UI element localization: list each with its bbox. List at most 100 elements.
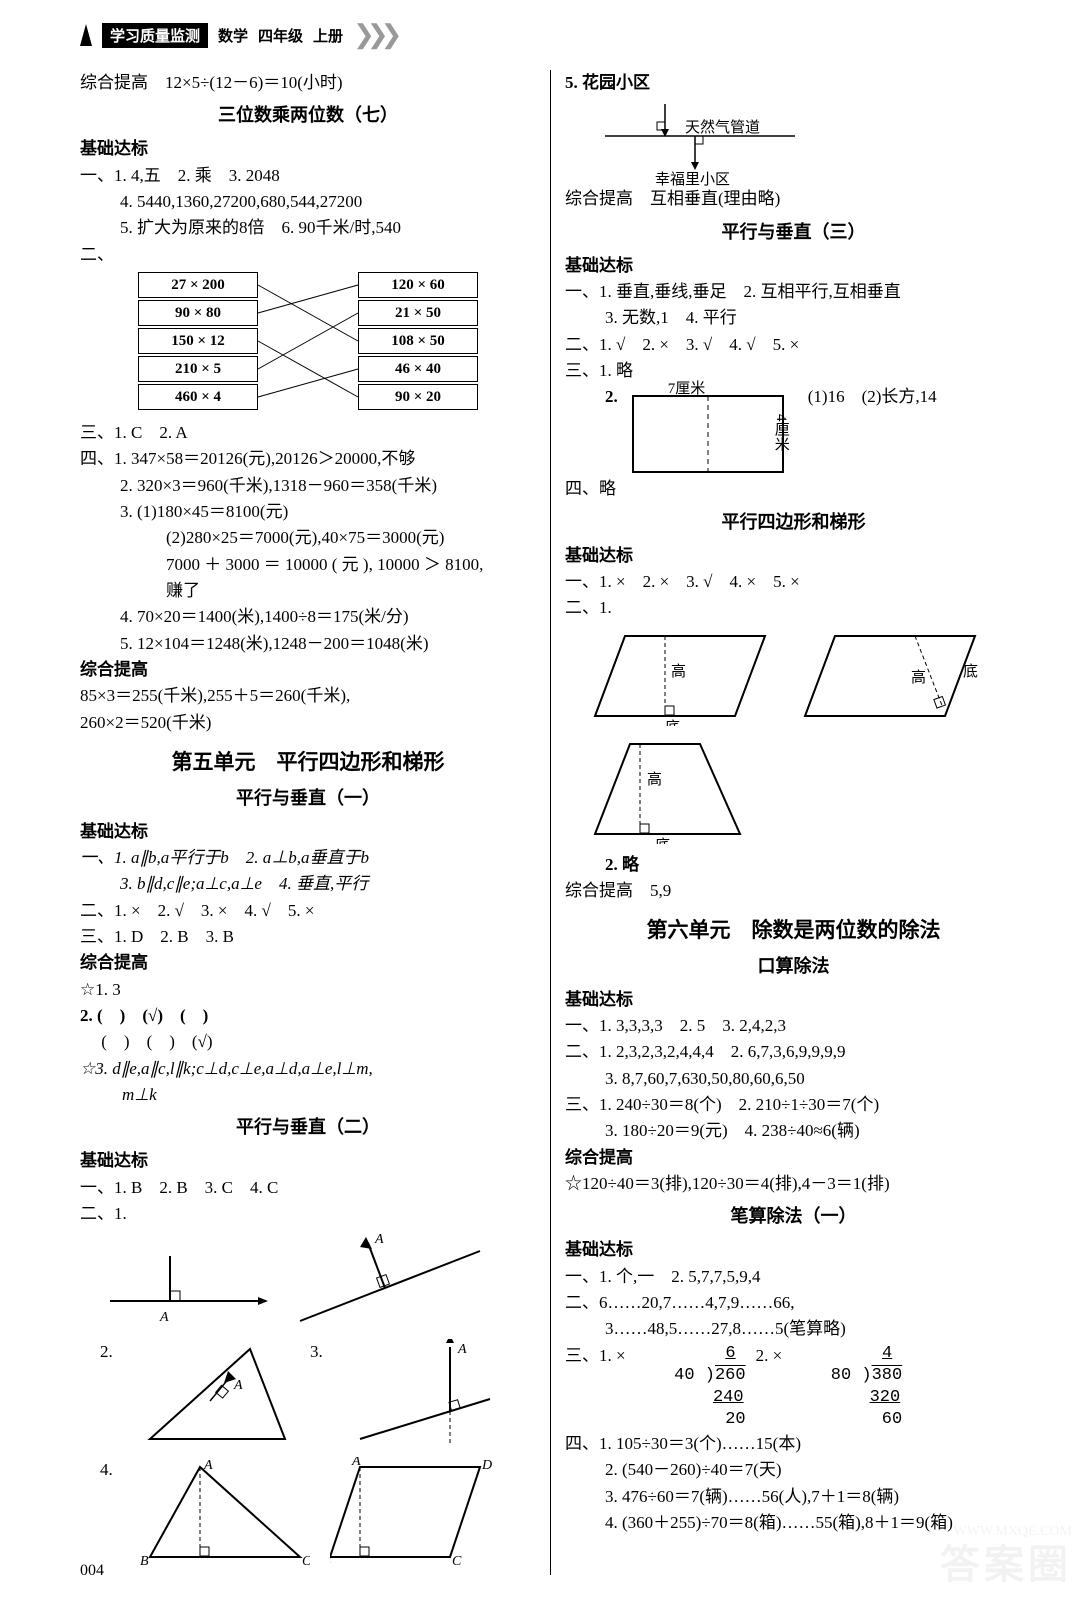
text: 基础达标	[565, 253, 1022, 279]
pipe-diagram: 天然气管道 幸福里小区	[595, 96, 815, 186]
geom-fig-2: A	[140, 1339, 290, 1449]
text: 综合提高 12×5÷(12－6)＝10(小时)	[80, 70, 536, 96]
text: 二、1.	[80, 1201, 536, 1227]
sub-title: 笔算除法（一）	[565, 1203, 1022, 1231]
text: 2.	[565, 384, 618, 410]
text: 一、1. 3,3,3,3 2. 5 3. 2,4,2,3	[565, 1013, 1022, 1039]
trap-row: 高 底	[585, 734, 1022, 844]
watermark-url: WWW.MXQE.COM	[954, 1524, 1072, 1540]
parallelogram-1: 高 底	[585, 626, 775, 726]
header-volume: 上册	[313, 25, 343, 46]
text: 基础达标	[565, 543, 1022, 569]
text: m⊥k	[80, 1082, 536, 1108]
text: (2)280×25＝7000(元),40×75＝3000(元)	[80, 525, 536, 551]
text: 一、1. B 2. B 3. C 4. C	[80, 1175, 536, 1201]
sub-title: 三位数乘两位数（七）	[80, 102, 536, 130]
text: 一、1. 个,一 2. 5,7,7,5,9,4	[565, 1264, 1022, 1290]
text: 2. 320×3＝960(千米),1318－960＝358(千米)	[80, 473, 536, 499]
text: 四、略	[565, 476, 1022, 502]
text: 三、1. D 2. B 3. B	[80, 924, 536, 950]
text: 综合提高 5,9	[565, 878, 1022, 904]
label-3: 3.	[310, 1339, 330, 1449]
geom-row-2: 2. A 3. A	[100, 1339, 536, 1449]
text: 基础达标	[80, 819, 536, 845]
page-number: 004	[80, 1562, 104, 1580]
svg-text:A: A	[159, 1310, 169, 1325]
text: 二、6……20,7……4,7,9……66,	[565, 1290, 1022, 1316]
svg-text:高: 高	[911, 669, 926, 686]
text: 二、1. √ 2. × 3. √ 4. √ 5. ×	[565, 332, 1022, 358]
text: 三、1. C 2. A	[80, 420, 536, 446]
label-2: 2.	[100, 1339, 120, 1449]
trapezoid: 高 底	[585, 734, 755, 844]
geom-row-3: 4. A B C A D B C	[100, 1457, 536, 1567]
left-column: 综合提高 12×5÷(12－6)＝10(小时) 三位数乘两位数（七） 基础达标 …	[80, 70, 551, 1575]
sub-title: 平行与垂直（一）	[80, 785, 536, 813]
svg-text:B: B	[140, 1554, 149, 1567]
unit-title: 第六单元 除数是两位数的除法	[565, 914, 1022, 947]
text: 基础达标	[565, 1237, 1022, 1263]
text: 四、1. 347×58＝20126(元),20126＞20000,不够	[80, 446, 536, 472]
svg-text:底: 底	[655, 837, 670, 844]
text: 3. 8,7,60,7,630,50,80,60,6,50	[565, 1066, 1022, 1092]
long-division-1: 6 40 )260 240 20	[636, 1343, 746, 1431]
svg-text:A: A	[233, 1378, 243, 1393]
sub-title: 平行四边形和梯形	[565, 509, 1022, 537]
text: 四、1. 105÷30＝3(个)……15(本)	[565, 1431, 1022, 1457]
long-division-2: 4 80 )380 320 60	[792, 1343, 902, 1431]
text: 三、1. 240÷30＝8(个) 2. 210÷1÷30＝7(个)	[565, 1092, 1022, 1118]
text: 综合提高	[565, 1145, 1022, 1171]
svg-text:A: A	[203, 1458, 213, 1473]
text: 基础达标	[80, 136, 536, 162]
text: 3. b∥d,c∥e;a⊥c,a⊥e 4. 垂直,平行	[80, 871, 536, 897]
header-tag: 学习质量监测	[102, 23, 208, 48]
text: 2. (540－260)÷40＝7(天)	[565, 1457, 1022, 1483]
chevron-icon: ❯❯❯	[353, 20, 394, 50]
text: 3……48,5……27,8……5(笔算略)	[565, 1316, 1022, 1342]
text: ☆120÷40＝3(排),120÷30＝4(排),4－3＝1(排)	[565, 1171, 1022, 1197]
text: 85×3＝255(千米),255＋5＝260(千米),	[80, 683, 536, 709]
text: 3. 180÷20＝9(元) 4. 238÷40≈6(辆)	[565, 1118, 1022, 1144]
geom-fig-4b: A D B C	[330, 1457, 510, 1567]
text: 三、1. ×	[565, 1343, 626, 1369]
sub-title: 平行与垂直（三）	[565, 219, 1022, 247]
text: 7000 ＋ 3000 ＝ 10000 ( 元 ), 10000 ＞ 8100,	[80, 552, 536, 578]
text: 基础达标	[565, 987, 1022, 1013]
right-column: 5. 花园小区 天然气管道 幸福里小区 综合提高 互相垂直(理由略) 平行与垂直…	[551, 70, 1022, 1575]
sub-title: 平行与垂直（二）	[80, 1114, 536, 1142]
rect-side-label: 4厘米	[769, 414, 792, 452]
text: 2. 略	[565, 852, 1022, 878]
text: 260×2＝520(千米)	[80, 710, 536, 736]
svg-text:高: 高	[671, 663, 686, 680]
text: 综合提高	[80, 657, 536, 683]
match-lines	[138, 272, 478, 412]
svg-text:底: 底	[665, 719, 680, 726]
text: 二、1.	[565, 595, 1022, 621]
text: 5. 花园小区	[565, 70, 650, 96]
geom-fig-1a: A	[100, 1231, 270, 1331]
svg-text:高: 高	[647, 771, 662, 788]
text: 二、	[80, 242, 536, 268]
page-header: 学习质量监测 数学 四年级 上册 ❯❯❯	[80, 20, 1022, 50]
geom-fig-1b: A	[290, 1231, 490, 1331]
text: 3. 476÷60＝7(辆)……56(人),7＋1＝8(辆)	[565, 1484, 1022, 1510]
svg-text:天然气管道: 天然气管道	[685, 119, 760, 136]
unit-title: 第五单元 平行四边形和梯形	[80, 746, 536, 779]
header-subject: 数学	[218, 25, 248, 46]
svg-text:D: D	[481, 1458, 492, 1473]
svg-text:A: A	[351, 1457, 361, 1469]
text: ☆1. 3	[80, 977, 536, 1003]
text: 基础达标	[80, 1148, 536, 1174]
text: ☆3. d∥e,a∥c,l∥k;c⊥d,c⊥e,a⊥d,a⊥e,l⊥m,	[80, 1056, 536, 1082]
text: 一、1. × 2. × 3. √ 4. × 5. ×	[565, 569, 1022, 595]
text: 三、1. 略	[565, 358, 1022, 384]
svg-text:C: C	[452, 1554, 462, 1567]
label-4: 4.	[100, 1457, 120, 1567]
text: 一、1. 4,五 2. 乘 3. 2048	[80, 163, 536, 189]
text: (1)16 (2)长方,14	[808, 384, 937, 410]
text: ( ) ( ) (√)	[80, 1029, 536, 1055]
text: 2. ×	[756, 1343, 783, 1369]
header-grade: 四年级	[258, 25, 303, 46]
text: 5. 扩大为原来的8倍 6. 90千米/时,540	[80, 215, 536, 241]
text: 综合提高 互相垂直(理由略)	[565, 186, 1022, 212]
